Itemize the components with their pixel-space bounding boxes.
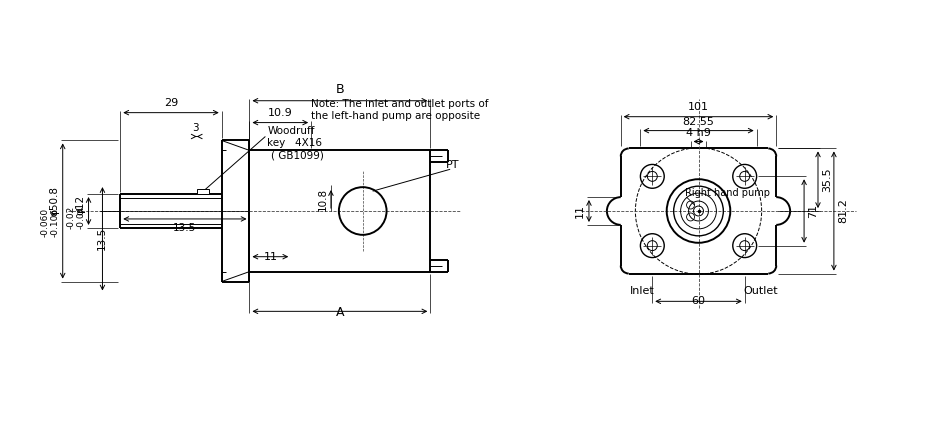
Text: 60: 60: [692, 296, 706, 306]
Text: the left-hand pump are opposite: the left-hand pump are opposite: [311, 111, 481, 121]
Text: 3: 3: [192, 122, 199, 133]
Text: -0.02
-0.04: -0.02 -0.04: [66, 206, 85, 229]
Text: 13.5: 13.5: [96, 227, 107, 250]
Text: 13.5: 13.5: [173, 223, 197, 233]
Text: B: B: [336, 83, 344, 96]
Text: 11: 11: [263, 252, 277, 262]
Text: A: A: [336, 306, 344, 319]
Text: 101: 101: [688, 102, 709, 112]
Text: 4 h9: 4 h9: [686, 127, 711, 138]
Bar: [197, 189, 209, 194]
Text: 81.2: 81.2: [838, 199, 848, 223]
Text: 10.9: 10.9: [268, 108, 292, 118]
Text: Right hand pump: Right hand pump: [685, 188, 770, 198]
Text: 82.55: 82.55: [683, 116, 714, 127]
Text: -0.060
-0.106: -0.060 -0.106: [41, 208, 60, 238]
Text: 11: 11: [575, 204, 585, 218]
Text: 71: 71: [808, 204, 818, 218]
Text: 10.8: 10.8: [318, 187, 328, 211]
Text: Woodruff: Woodruff: [268, 127, 315, 136]
Text: Note: The inlet and outlet ports of: Note: The inlet and outlet ports of: [311, 99, 488, 109]
Text: Inlet: Inlet: [630, 287, 655, 296]
Text: PT: PT: [446, 160, 459, 170]
Text: 29: 29: [164, 97, 178, 108]
Text: φ12: φ12: [76, 195, 85, 215]
Text: Outlet: Outlet: [744, 287, 778, 296]
Text: key   4X16: key 4X16: [268, 138, 323, 149]
Text: φ50.8: φ50.8: [50, 186, 60, 216]
Text: 35.5: 35.5: [822, 168, 832, 192]
Text: ( GB1099): ( GB1099): [272, 150, 324, 160]
